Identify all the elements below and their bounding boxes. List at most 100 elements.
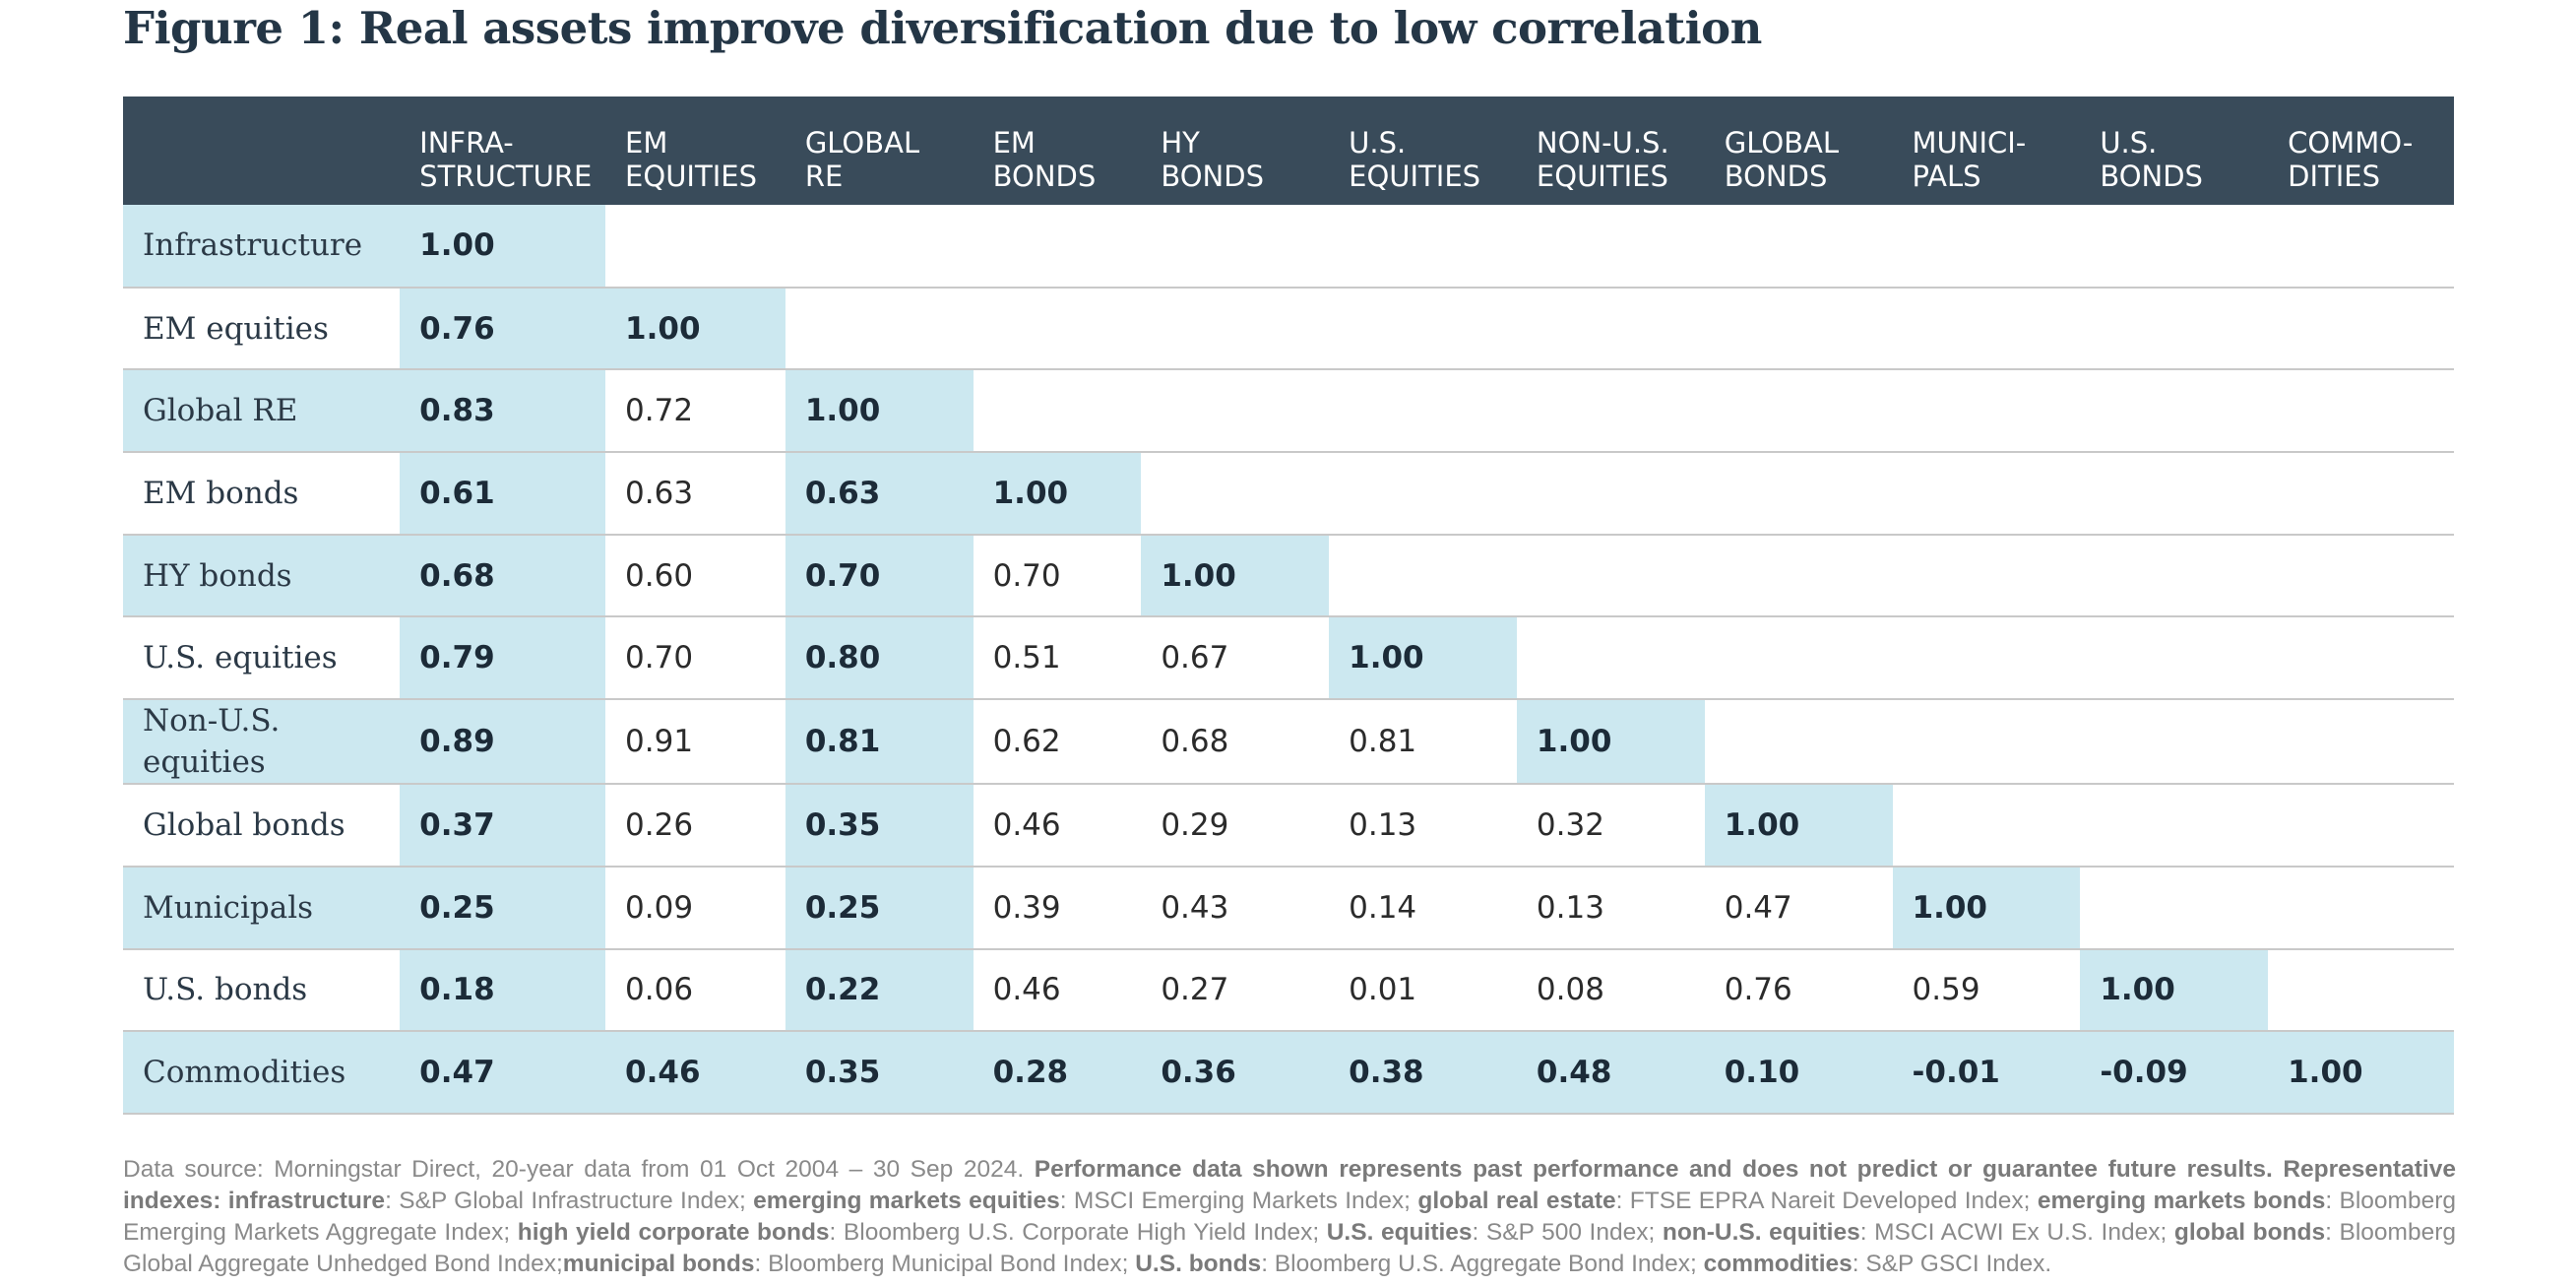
correlation-cell: 1.00 bbox=[1892, 866, 2081, 950]
footnote-segment: Data source: Morningstar Direct, 20-year… bbox=[123, 1156, 1035, 1183]
column-header: U.S. EQUITIES bbox=[1349, 126, 1481, 193]
footnote-bold-segment: non-U.S. equities bbox=[1662, 1219, 1860, 1246]
row-label: EM equities bbox=[123, 287, 401, 371]
empty-cell bbox=[2080, 784, 2269, 868]
correlation-cell: 0.91 bbox=[605, 699, 785, 786]
footnote: Data source: Morningstar Direct, 20-year… bbox=[123, 1154, 2456, 1280]
footnote-segment: : FTSE EPRA Nareit Developed Index; bbox=[1615, 1188, 2038, 1214]
empty-cell bbox=[973, 205, 1142, 289]
empty-cell bbox=[2080, 452, 2269, 536]
empty-cell bbox=[1892, 784, 2081, 868]
table-row: Commodities 0.47 0.46 0.35 0.28 0.36 0.38 0.48 0… bbox=[123, 1031, 2454, 1115]
empty-cell bbox=[1329, 534, 1517, 618]
footnote-segment: : Bloomberg U.S. Corporate High Yield In… bbox=[829, 1219, 1327, 1246]
footnote-bold-segment: emerging markets equities bbox=[753, 1188, 1060, 1214]
header-row: INFRA- STRUCTURE EM EQUITIES GLOBAL RE EM B… bbox=[123, 96, 2454, 205]
empty-cell bbox=[1892, 287, 2081, 371]
empty-cell bbox=[1329, 452, 1517, 536]
empty-cell bbox=[1516, 369, 1705, 454]
table-row: U.S. bonds 0.18 0.06 0.22 0.46 0.27 0.01 0.08 0.… bbox=[123, 948, 2454, 1033]
column-header: U.S. BONDS bbox=[2100, 126, 2203, 193]
correlation-cell: -0.09 bbox=[2080, 1031, 2269, 1115]
correlation-cell: 0.79 bbox=[400, 616, 606, 701]
correlation-cell: 0.68 bbox=[1141, 699, 1330, 786]
empty-cell bbox=[1704, 699, 1893, 786]
empty-cell bbox=[1516, 616, 1705, 701]
empty-cell bbox=[1141, 287, 1330, 371]
column-header: GLOBAL RE bbox=[804, 126, 920, 193]
footnote-bold-segment: global bonds bbox=[2173, 1219, 2326, 1246]
correlation-cell: 0.67 bbox=[1141, 616, 1330, 701]
column-header: GLOBAL BONDS bbox=[1724, 126, 1840, 193]
correlation-cell: 0.76 bbox=[1704, 948, 1893, 1033]
row-label: Infrastructure bbox=[123, 205, 401, 289]
correlation-cell: 0.01 bbox=[1329, 948, 1517, 1033]
empty-cell bbox=[1892, 452, 2081, 536]
correlation-cell: 0.59 bbox=[1892, 948, 2081, 1033]
empty-cell bbox=[1329, 205, 1517, 289]
footnote-segment: : MSCI ACWI Ex U.S. Index; bbox=[1859, 1219, 2174, 1246]
empty-cell bbox=[2268, 616, 2454, 701]
correlation-cell: 0.70 bbox=[785, 534, 974, 618]
footnote-bold-segment: commodities bbox=[1703, 1251, 1853, 1277]
empty-cell bbox=[973, 287, 1142, 371]
empty-cell bbox=[2268, 452, 2454, 536]
empty-cell bbox=[1329, 369, 1517, 454]
empty-cell bbox=[1704, 616, 1893, 701]
table-row: EM bonds 0.61 0.63 0.63 1.00 bbox=[123, 452, 2454, 536]
correlation-cell: 0.51 bbox=[973, 616, 1142, 701]
correlation-cell: 0.22 bbox=[785, 948, 974, 1033]
footnote-segment: : Bloomberg Emerging Markets Aggregate I… bbox=[123, 1188, 2456, 1246]
table-row: Non-U.S. equities 0.89 0.91 0.81 0.62 0.68 0.8… bbox=[123, 699, 2454, 786]
correlation-cell: 0.46 bbox=[973, 948, 1142, 1033]
correlation-cell: 0.63 bbox=[785, 452, 974, 536]
column-header: MUNICI- PALS bbox=[1912, 126, 2027, 193]
empty-cell bbox=[1516, 534, 1705, 618]
empty-cell bbox=[785, 205, 974, 289]
row-label: Global bonds bbox=[123, 784, 401, 868]
table-row: Global RE 0.83 0.72 1.00 bbox=[123, 369, 2454, 454]
correlation-cell: 0.89 bbox=[400, 699, 606, 786]
correlation-cell: 0.36 bbox=[1141, 1031, 1330, 1115]
correlation-cell: 0.43 bbox=[1141, 866, 1330, 950]
correlation-cell: 0.76 bbox=[400, 287, 606, 371]
empty-cell bbox=[1704, 369, 1893, 454]
empty-cell bbox=[1892, 205, 2081, 289]
footnote-bold-segment: Performance data shown represents past p… bbox=[123, 1156, 2456, 1214]
empty-cell bbox=[1892, 616, 2081, 701]
correlation-cell: 0.14 bbox=[1329, 866, 1517, 950]
footnote-segment: : Bloomberg U.S. Aggregate Bond Index; bbox=[1261, 1251, 1704, 1277]
correlation-cell: 0.46 bbox=[605, 1031, 785, 1115]
empty-cell bbox=[1141, 369, 1330, 454]
correlation-cell: 0.81 bbox=[785, 699, 974, 786]
correlation-cell: 0.08 bbox=[1516, 948, 1705, 1033]
column-header: EM EQUITIES bbox=[625, 126, 757, 193]
correlation-cell: 0.61 bbox=[400, 452, 606, 536]
empty-cell bbox=[2268, 948, 2454, 1033]
correlation-cell: 0.26 bbox=[605, 784, 785, 868]
table-row: Municipals 0.25 0.09 0.25 0.39 0.43 0.14 0.13 0.… bbox=[123, 866, 2454, 950]
correlation-cell: 0.48 bbox=[1516, 1031, 1705, 1115]
correlation-cell: 0.70 bbox=[605, 616, 785, 701]
empty-cell bbox=[1892, 699, 2081, 786]
correlation-cell: 0.28 bbox=[973, 1031, 1142, 1115]
correlation-cell: 0.37 bbox=[400, 784, 606, 868]
correlation-cell: 0.80 bbox=[785, 616, 974, 701]
empty-cell bbox=[1141, 205, 1330, 289]
row-label: EM bonds bbox=[123, 452, 401, 536]
table-row: U.S. equities 0.79 0.70 0.80 0.51 0.67 1.00 bbox=[123, 616, 2454, 701]
correlation-cell: 0.35 bbox=[785, 784, 974, 868]
table-row: Global bonds 0.37 0.26 0.35 0.46 0.29 0.13 0.32… bbox=[123, 784, 2454, 868]
correlation-cell: 0.68 bbox=[400, 534, 606, 618]
header-corner bbox=[123, 96, 400, 205]
empty-cell bbox=[785, 287, 974, 371]
empty-cell bbox=[1704, 534, 1893, 618]
correlation-cell: 1.00 bbox=[785, 369, 974, 454]
table-header: INFRA- STRUCTURE EM EQUITIES GLOBAL RE EM B… bbox=[123, 96, 2454, 205]
correlation-cell: 1.00 bbox=[1516, 699, 1705, 786]
empty-cell bbox=[973, 369, 1142, 454]
row-label: Commodities bbox=[123, 1031, 401, 1115]
correlation-cell: 0.47 bbox=[400, 1031, 606, 1115]
column-header: COMMO- DITIES bbox=[2288, 126, 2414, 193]
row-label: HY bonds bbox=[123, 534, 401, 618]
